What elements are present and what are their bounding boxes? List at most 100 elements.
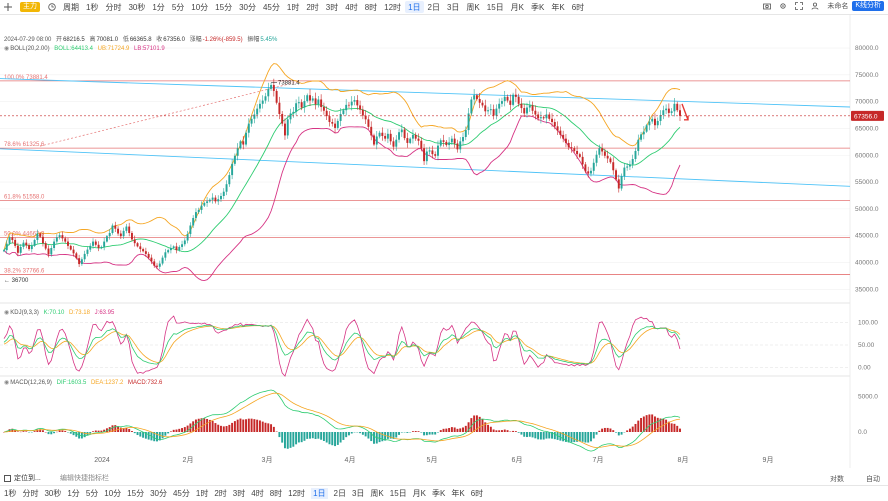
macd-bar	[493, 429, 495, 432]
candle-body	[11, 237, 13, 240]
interval-7[interactable]: 30分	[236, 1, 259, 13]
macd-bar	[231, 423, 233, 432]
bottom-interval-8[interactable]: 45分	[173, 488, 190, 499]
interval-6[interactable]: 15分	[212, 1, 235, 13]
chart-area[interactable]: 100.0% 73881.478.6% 61325.661.8% 51558.0…	[0, 15, 888, 485]
add-indicator-icon[interactable]	[4, 3, 12, 11]
interval-14[interactable]: 12时	[381, 1, 404, 13]
bottom-interval-5[interactable]: 10分	[104, 488, 121, 499]
candle	[125, 224, 127, 233]
candle	[615, 168, 617, 180]
time-tick-label: 2月	[183, 456, 194, 464]
candle-body	[167, 250, 169, 252]
bottom-interval-11[interactable]: 3时	[233, 488, 245, 499]
macd-bar	[518, 432, 520, 433]
macd-bar	[501, 430, 503, 432]
candle-body	[662, 110, 664, 115]
bottom-interval-12[interactable]: 4时	[251, 488, 263, 499]
interval-23[interactable]: 6时	[569, 1, 587, 13]
bottom-interval-10[interactable]: 2时	[214, 488, 226, 499]
login-label[interactable]: 未命名	[827, 1, 848, 11]
macd-bar	[598, 431, 600, 432]
candle	[50, 245, 52, 256]
candle	[31, 242, 33, 252]
interval-19[interactable]: 15日	[484, 1, 507, 13]
bottom-interval-19[interactable]: 15日	[390, 488, 407, 499]
interval-22[interactable]: 年K	[548, 1, 567, 13]
candle-body	[418, 139, 420, 141]
candle-body	[404, 130, 406, 139]
bottom-interval-13[interactable]: 8时	[270, 488, 282, 499]
interval-0[interactable]: 1秒	[83, 1, 101, 13]
bottom-interval-15[interactable]: 1日	[311, 488, 327, 499]
interval-17[interactable]: 3日	[444, 1, 462, 13]
bottom-interval-9[interactable]: 1时	[196, 488, 208, 499]
bottom-interval-7[interactable]: 30分	[150, 488, 167, 499]
interval-13[interactable]: 8时	[362, 1, 380, 13]
candle	[103, 238, 105, 250]
interval-11[interactable]: 3时	[323, 1, 341, 13]
bottom-interval-2[interactable]: 30秒	[44, 488, 61, 499]
candle-body	[223, 192, 225, 196]
candle-body	[270, 85, 272, 89]
bottom-interval-20[interactable]: 月K	[413, 488, 426, 499]
interval-8[interactable]: 45分	[260, 1, 283, 13]
interval-3[interactable]: 1分	[149, 1, 167, 13]
fullscreen-icon[interactable]	[795, 2, 803, 10]
candle-body	[515, 95, 517, 97]
candle-body	[473, 95, 475, 99]
bottom-interval-21[interactable]: 季K	[432, 488, 445, 499]
interval-5[interactable]: 10分	[188, 1, 211, 13]
period-selector[interactable]: 周期	[60, 1, 82, 13]
interval-10[interactable]: 2时	[303, 1, 321, 13]
edit-shortcut-link[interactable]: 编辑快捷指标栏	[60, 473, 109, 483]
log-scale-toggle[interactable]: 对数	[830, 474, 844, 484]
bottom-interval-18[interactable]: 周K	[370, 488, 383, 499]
gear-icon[interactable]	[779, 2, 787, 10]
macd-bar	[278, 432, 280, 437]
bottom-interval-14[interactable]: 12时	[288, 488, 305, 499]
bottom-interval-3[interactable]: 1分	[67, 488, 79, 499]
macd-bar	[267, 423, 269, 432]
k-analysis-button[interactable]: K线分析	[852, 1, 884, 11]
interval-4[interactable]: 5分	[169, 1, 187, 13]
candle-body	[565, 139, 567, 143]
candle	[45, 241, 47, 250]
candle	[565, 134, 567, 147]
interval-1[interactable]: 分时	[102, 1, 124, 13]
bottom-interval-17[interactable]: 3日	[352, 488, 364, 499]
candle-body	[579, 154, 581, 157]
bottom-interval-4[interactable]: 5分	[86, 488, 98, 499]
interval-9[interactable]: 1时	[284, 1, 302, 13]
brand-badge[interactable]: 主力	[20, 2, 40, 12]
interval-20[interactable]: 月K	[508, 1, 527, 13]
candle	[406, 133, 408, 148]
bottom-interval-22[interactable]: 年K	[451, 488, 464, 499]
trend-channel[interactable]	[0, 79, 850, 187]
camera-icon[interactable]	[763, 2, 771, 10]
bottom-interval-23[interactable]: 6时	[471, 488, 483, 499]
auto-scale-toggle[interactable]: 自动	[866, 474, 880, 484]
bottom-interval-0[interactable]: 1秒	[4, 488, 16, 499]
interval-15[interactable]: 1日	[405, 1, 423, 13]
interval-2[interactable]: 30秒	[125, 1, 148, 13]
candle-body	[459, 141, 461, 149]
bottom-interval-16[interactable]: 2日	[334, 488, 346, 499]
interval-18[interactable]: 周K	[463, 1, 482, 13]
fibonacci-levels[interactable]: 100.0% 73881.478.6% 61325.661.8% 51558.0…	[0, 75, 850, 275]
interval-12[interactable]: 4时	[342, 1, 360, 13]
bottom-interval-6[interactable]: 15分	[127, 488, 144, 499]
candle	[365, 110, 367, 124]
interval-16[interactable]: 2日	[425, 1, 443, 13]
bottom-interval-1[interactable]: 分时	[22, 488, 38, 499]
locate-button[interactable]: 定位到...	[4, 473, 41, 483]
macd-bar	[657, 418, 659, 432]
time-tick-label: 5月	[427, 456, 438, 464]
candle-body	[276, 91, 278, 103]
user-icon[interactable]	[811, 2, 819, 10]
candle	[493, 105, 495, 120]
interval-21[interactable]: 季K	[528, 1, 547, 13]
candle-body	[392, 141, 394, 146]
candle-body	[415, 135, 417, 139]
candle	[495, 104, 497, 119]
